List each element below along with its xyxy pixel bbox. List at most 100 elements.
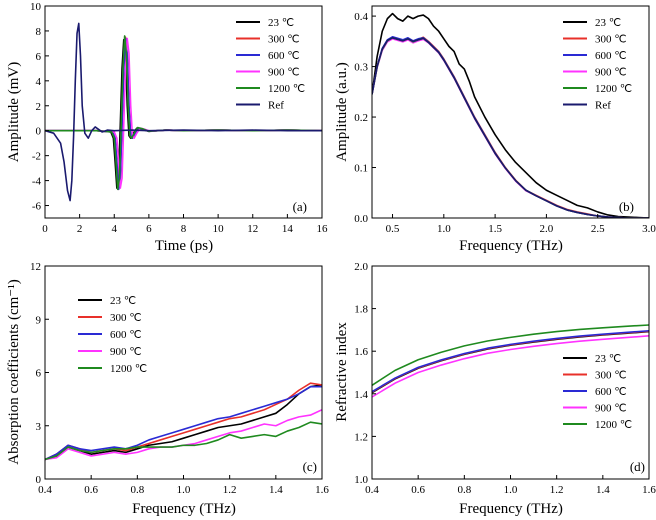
- legend-label: 23 ℃: [110, 295, 136, 307]
- y-tick-label: 0: [36, 474, 42, 486]
- panel-d-ylabel: Refractive index: [334, 322, 350, 422]
- y-tick-label: 0.3: [354, 62, 368, 74]
- x-tick-label: 0.8: [457, 484, 471, 496]
- y-tick-label: 9: [36, 314, 42, 326]
- y-tick-label: 0.2: [354, 112, 368, 124]
- panel-d: Refractive index Frequency (THz) (d) 0.4…: [334, 261, 656, 517]
- x-tick-label: 6: [146, 223, 152, 235]
- y-tick-label: -2: [32, 151, 41, 163]
- legend-label: 1200 ℃: [110, 363, 147, 375]
- panel-c-ylabel: Absorption coefficients (cm⁻¹): [6, 279, 22, 464]
- series-line-2: [372, 36, 649, 218]
- plot-frame: [44, 265, 323, 480]
- legend-label: 1200 ℃: [595, 419, 632, 431]
- panel-a-xlabel: Time (ps): [155, 238, 213, 254]
- panel-c-xlabel: Frequency (THz): [132, 501, 236, 517]
- series-line-3: [372, 329, 649, 393]
- legend-label: 23 ℃: [595, 17, 621, 29]
- legend-label: 900 ℃: [595, 403, 627, 415]
- legend-label: 600 ℃: [268, 50, 300, 62]
- panel-c-label: (c): [303, 459, 317, 474]
- y-tick-label: 12: [30, 261, 41, 273]
- x-tick-label: 0.8: [130, 484, 144, 496]
- y-tick-label: 3: [36, 421, 42, 433]
- x-tick-label: 0.4: [365, 484, 379, 496]
- panel-d-xlabel: Frequency (THz): [459, 501, 563, 517]
- x-tick-label: 2.5: [591, 223, 605, 235]
- legend-label: 300 ℃: [595, 34, 627, 46]
- series-line-5: [372, 324, 649, 386]
- y-tick-label: -4: [32, 176, 42, 188]
- y-tick-label: -6: [32, 201, 42, 213]
- x-tick-label: 4: [112, 223, 118, 235]
- legend-label: 300 ℃: [110, 312, 142, 324]
- y-tick-label: 2: [36, 101, 42, 113]
- y-tick-label: 1.6: [354, 346, 368, 358]
- x-tick-label: 0.6: [411, 484, 425, 496]
- x-tick-label: 1.0: [504, 484, 518, 496]
- legend-label: 600 ℃: [110, 329, 142, 341]
- legend-label: 23 ℃: [595, 353, 621, 365]
- y-tick-label: 0.1: [354, 163, 368, 175]
- series-line-5: [372, 37, 649, 218]
- panel-b-xlabel: Frequency (THz): [459, 238, 563, 254]
- x-tick-label: 1.6: [642, 484, 656, 496]
- series-line-6: [372, 37, 649, 218]
- legend-label: Ref: [268, 100, 284, 112]
- legend-label: 600 ℃: [595, 50, 627, 62]
- y-tick-label: 1.4: [354, 389, 368, 401]
- panel-d-label: (d): [630, 459, 645, 474]
- y-tick-label: 4: [36, 76, 42, 88]
- legend-label: 300 ℃: [595, 370, 627, 382]
- x-tick-label: 0: [42, 223, 48, 235]
- series-line-3: [45, 385, 322, 461]
- y-tick-label: 1.2: [354, 431, 368, 443]
- y-tick-label: 1.8: [354, 304, 368, 316]
- y-tick-label: 6: [36, 368, 42, 380]
- x-tick-label: 1.0: [437, 223, 451, 235]
- series-line-1: [45, 384, 322, 461]
- y-tick-label: 8: [36, 26, 42, 38]
- legend-label: 600 ℃: [595, 386, 627, 398]
- x-tick-label: 8: [181, 223, 187, 235]
- x-tick-label: 1.4: [269, 484, 283, 496]
- panel-c: Absorption coefficients (cm⁻¹) Frequency…: [6, 261, 329, 517]
- plot-frame: [371, 5, 650, 219]
- x-tick-label: 10: [213, 223, 225, 235]
- x-tick-label: 1.2: [550, 484, 564, 496]
- x-tick-label: 1.4: [596, 484, 610, 496]
- x-tick-label: 3.0: [642, 223, 656, 235]
- y-tick-label: 10: [30, 1, 42, 13]
- legend-label: Ref: [595, 100, 611, 112]
- x-tick-label: 16: [317, 223, 329, 235]
- x-tick-label: 1.2: [223, 484, 237, 496]
- x-tick-label: 0.5: [386, 223, 400, 235]
- x-tick-label: 1.5: [488, 223, 502, 235]
- x-tick-label: 0.6: [84, 484, 98, 496]
- x-tick-label: 2.0: [540, 223, 554, 235]
- y-tick-label: 2.0: [354, 261, 368, 273]
- panel-b-ylabel: Amplitude (a.u.): [334, 62, 350, 162]
- legend-label: 1200 ℃: [268, 83, 305, 95]
- x-tick-label: 1.6: [315, 484, 329, 496]
- legend-label: 900 ℃: [268, 67, 300, 79]
- panel-a: Amplitude (mV) Time (ps) (a) 0 2 4 6 8 10 12 14…: [6, 1, 328, 254]
- x-tick-label: 0.4: [38, 484, 52, 496]
- series-line-4: [372, 335, 649, 398]
- series-line-1: [372, 12, 649, 218]
- y-tick-label: 0.0: [354, 213, 368, 225]
- x-tick-label: 12: [247, 223, 258, 235]
- y-tick-label: 0: [36, 126, 42, 138]
- series-line-6: [45, 22, 322, 202]
- series-line-5: [45, 421, 322, 461]
- panel-b-label: (b): [619, 199, 634, 214]
- y-tick-label: 6: [36, 51, 42, 63]
- x-tick-label: 2: [77, 223, 83, 235]
- y-tick-label: 1.0: [354, 474, 368, 486]
- legend-label: 900 ℃: [595, 67, 627, 79]
- series-line-3: [372, 35, 649, 218]
- legend-label: 900 ℃: [110, 346, 142, 358]
- x-tick-label: 14: [282, 223, 294, 235]
- legend-label: 1200 ℃: [595, 83, 632, 95]
